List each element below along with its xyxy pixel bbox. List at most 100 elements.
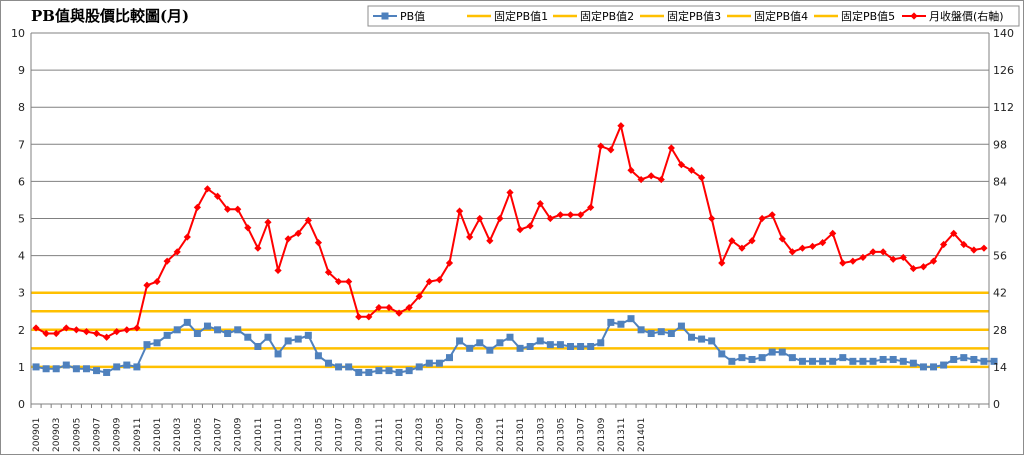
price-point xyxy=(425,277,433,286)
price-point xyxy=(667,144,675,152)
pb-point xyxy=(82,365,90,373)
y-left-tick-label: 2 xyxy=(18,324,25,337)
price-point xyxy=(466,233,474,241)
y-right-tick-label: 126 xyxy=(993,64,1014,77)
price-point xyxy=(829,229,837,237)
pb-point xyxy=(234,326,242,334)
pb-point xyxy=(395,368,403,376)
pb-point xyxy=(637,326,645,334)
price-point xyxy=(899,253,907,262)
pb-point xyxy=(536,337,544,345)
price-point xyxy=(526,222,534,230)
pb-point xyxy=(960,354,968,362)
y-left-tick-label: 1 xyxy=(18,361,25,374)
pb-point xyxy=(809,357,817,365)
x-tick-label: 201303 xyxy=(536,418,546,452)
pb-point xyxy=(718,350,726,358)
pb-point xyxy=(445,354,453,362)
price-series-line xyxy=(35,122,985,339)
price-point xyxy=(919,263,928,271)
price-point xyxy=(304,216,312,224)
price-point xyxy=(637,175,645,184)
pb-point xyxy=(617,320,625,328)
x-tick-label: 201207 xyxy=(456,418,466,452)
price-point xyxy=(82,328,91,336)
price-point xyxy=(516,226,524,234)
x-tick-label: 200909 xyxy=(113,417,123,452)
pb-point xyxy=(708,337,716,345)
legend-swatch-marker xyxy=(381,12,389,20)
pb-point xyxy=(113,363,121,371)
pb-point xyxy=(647,330,655,338)
pb-point xyxy=(627,315,635,323)
price-point xyxy=(788,248,796,256)
legend-item: PB值 xyxy=(373,10,425,23)
pb-point xyxy=(274,350,282,358)
price-point xyxy=(849,257,857,265)
price-point xyxy=(52,329,60,338)
price-point xyxy=(839,259,847,267)
price-point xyxy=(879,248,887,256)
price-point xyxy=(143,281,151,289)
x-tick-label: 201103 xyxy=(294,418,304,452)
pb-point xyxy=(657,328,665,336)
x-tick-label: 201205 xyxy=(435,418,445,452)
price-point xyxy=(597,142,605,150)
pb-point xyxy=(688,333,696,341)
price-point xyxy=(435,276,444,284)
pb-point xyxy=(970,355,978,363)
legend-item: 固定PB值3 xyxy=(640,9,721,23)
price-point xyxy=(123,326,131,334)
pb-point xyxy=(466,344,474,352)
price-point xyxy=(213,192,222,200)
price-point xyxy=(173,248,181,256)
price-point xyxy=(728,237,736,245)
y-right-tick-label: 70 xyxy=(993,213,1007,226)
price-point xyxy=(768,211,776,219)
price-point xyxy=(72,326,80,334)
pb-point xyxy=(546,341,554,349)
y-right-tick-label: 98 xyxy=(993,138,1007,151)
legend-label: 月收盤價(右軸) xyxy=(929,9,1004,23)
pb-point xyxy=(819,357,827,365)
pb-point xyxy=(597,339,605,347)
pb-point xyxy=(375,367,383,375)
pb-point xyxy=(859,357,867,365)
pb-point xyxy=(415,363,423,371)
price-point xyxy=(62,324,70,332)
pb-point xyxy=(365,368,373,376)
price-point xyxy=(980,244,988,252)
price-point xyxy=(294,229,302,237)
x-tick-label: 201107 xyxy=(335,418,345,452)
x-tick-label: 201311 xyxy=(617,418,627,452)
pb-point xyxy=(153,339,161,347)
x-tick-label: 200907 xyxy=(93,418,103,452)
legend-label: 固定PB值5 xyxy=(841,9,895,23)
price-point xyxy=(929,257,938,265)
price-point xyxy=(889,255,897,263)
x-tick-label: 201105 xyxy=(314,418,324,452)
legend-label: PB值 xyxy=(400,10,425,23)
x-tick-label: 201211 xyxy=(496,418,506,452)
price-point xyxy=(133,324,141,332)
price-point xyxy=(677,161,686,169)
pb-point xyxy=(526,342,534,350)
pb-point xyxy=(163,331,171,339)
pb-point xyxy=(294,335,302,343)
pb-point xyxy=(203,322,211,330)
pb-point xyxy=(577,342,585,350)
y-right-tick-label: 42 xyxy=(993,287,1007,300)
pb-point xyxy=(778,348,786,356)
x-tick-label: 201201 xyxy=(395,418,405,452)
y-left-tick-label: 8 xyxy=(18,101,25,114)
price-point xyxy=(355,313,363,321)
pb-point xyxy=(476,339,484,347)
pb-point xyxy=(869,357,877,365)
x-tick-label: 201011 xyxy=(254,418,264,452)
pb-point xyxy=(435,359,443,367)
price-point xyxy=(324,268,333,276)
price-point xyxy=(365,313,373,321)
pb-point xyxy=(324,359,332,367)
